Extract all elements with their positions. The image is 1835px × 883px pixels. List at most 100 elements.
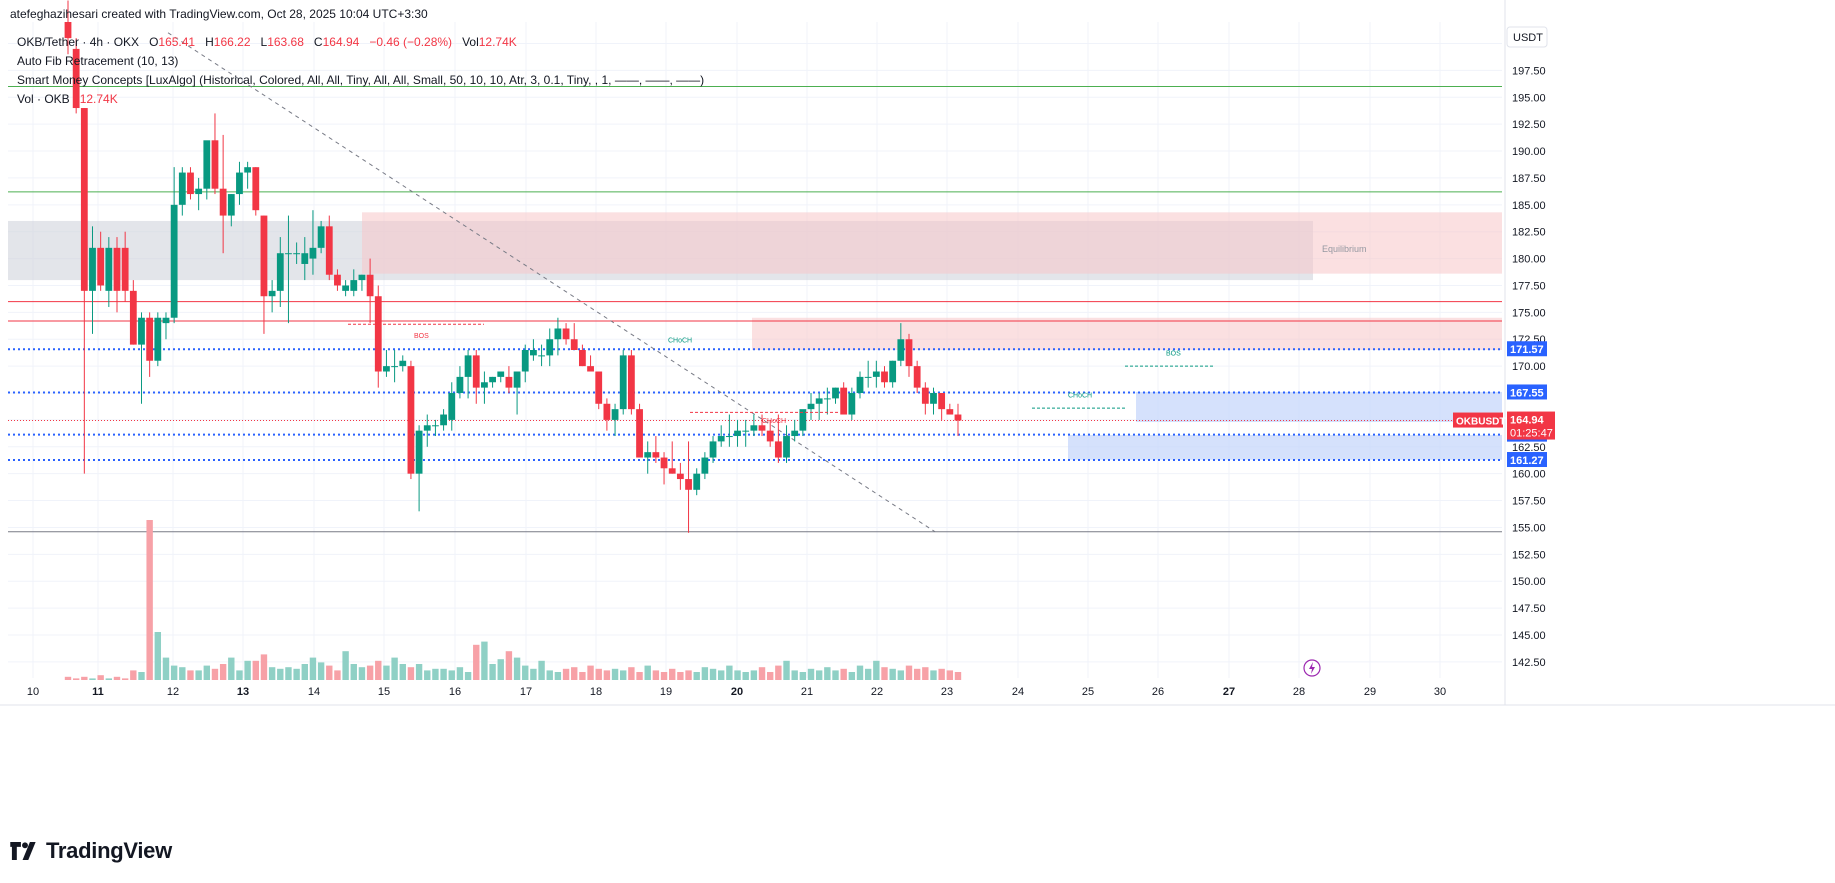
candle-body[interactable] — [668, 468, 676, 474]
candle-body[interactable] — [774, 441, 782, 458]
candle-body[interactable] — [701, 457, 709, 474]
candle-body[interactable] — [432, 425, 439, 427]
candle-body[interactable] — [840, 387, 848, 415]
candle-body[interactable] — [472, 355, 480, 388]
candle-body[interactable] — [464, 355, 472, 377]
candle-body[interactable] — [285, 253, 292, 255]
candle-body[interactable] — [227, 194, 235, 216]
candle-body[interactable] — [219, 188, 227, 216]
candle-body[interactable] — [170, 204, 178, 318]
candle-body[interactable] — [481, 382, 488, 388]
candle-body[interactable] — [64, 22, 72, 39]
indicator-fib[interactable]: Auto Fib Retracement (10, 13) — [17, 54, 179, 68]
candle-body[interactable] — [423, 425, 431, 431]
candle-body[interactable] — [823, 398, 831, 400]
candle-body[interactable] — [89, 247, 96, 291]
candle-body[interactable] — [309, 247, 317, 259]
candle-body[interactable] — [660, 457, 668, 469]
candle-body[interactable] — [489, 376, 496, 383]
candle-body[interactable] — [587, 366, 594, 372]
candle-body[interactable] — [129, 290, 137, 345]
candle-body[interactable] — [570, 339, 578, 350]
candle-body[interactable] — [211, 140, 219, 189]
candle-body[interactable] — [807, 403, 815, 410]
candle-body[interactable] — [921, 387, 929, 404]
candle-body[interactable] — [72, 48, 80, 109]
candle-body[interactable] — [105, 247, 113, 291]
candle-body[interactable] — [293, 253, 301, 255]
candle-body[interactable] — [905, 339, 913, 367]
candle-body[interactable] — [652, 452, 660, 458]
candle-body[interactable] — [80, 108, 88, 291]
candle-body[interactable] — [448, 393, 456, 420]
candle-body[interactable] — [252, 167, 260, 211]
candle-body[interactable] — [685, 479, 692, 490]
candle-body[interactable] — [513, 371, 521, 388]
candle-body[interactable] — [799, 409, 807, 431]
candle-body[interactable] — [578, 350, 586, 367]
candle-body[interactable] — [399, 360, 407, 367]
candle-body[interactable] — [791, 430, 799, 437]
candle-body[interactable] — [301, 253, 309, 264]
candle-body[interactable] — [864, 376, 872, 378]
candle-body[interactable] — [889, 360, 897, 383]
candle-body[interactable] — [121, 247, 129, 291]
candle-body[interactable] — [260, 215, 268, 297]
candle-body[interactable] — [562, 328, 570, 340]
tradingview-logo[interactable]: TradingView — [10, 838, 172, 864]
candle-body[interactable] — [554, 328, 562, 340]
candle-body[interactable] — [676, 473, 684, 480]
candle-body[interactable] — [766, 430, 774, 442]
candle-body[interactable] — [138, 317, 145, 345]
candle-body[interactable] — [538, 355, 545, 357]
candle-body[interactable] — [627, 355, 635, 410]
candle-body[interactable] — [358, 274, 366, 281]
indicator-smc[interactable]: Smart Money Concepts [LuxAlgo] (Historic… — [17, 73, 705, 87]
candle-body[interactable] — [644, 452, 652, 458]
candle-body[interactable] — [709, 441, 717, 458]
candle-body[interactable] — [415, 430, 423, 474]
symbol-row[interactable]: OKB/Tether · 4h · OKX O165.41 H166.22 L1… — [17, 33, 704, 52]
candle-body[interactable] — [725, 436, 733, 438]
candle-body[interactable] — [154, 317, 162, 361]
candle-body[interactable] — [146, 317, 154, 361]
symbol-tag[interactable] — [1453, 412, 1503, 428]
candle-body[interactable] — [603, 403, 611, 420]
candle-body[interactable] — [97, 247, 105, 286]
candle-body[interactable] — [848, 393, 856, 415]
candle-body[interactable] — [456, 376, 464, 394]
candle-body[interactable] — [938, 393, 946, 410]
candle-body[interactable] — [195, 188, 203, 195]
candle-body[interactable] — [407, 366, 415, 474]
candle-body[interactable] — [497, 371, 505, 377]
candle-body[interactable] — [783, 436, 790, 458]
currency-button[interactable] — [1506, 26, 1548, 48]
candle-body[interactable] — [872, 371, 880, 377]
candle-body[interactable] — [187, 172, 194, 195]
candle-body[interactable] — [113, 247, 121, 291]
candle-body[interactable] — [178, 172, 186, 205]
candle-body[interactable] — [913, 366, 921, 388]
candle-body[interactable] — [619, 355, 627, 410]
candle-body[interactable] — [717, 436, 725, 442]
candle-body[interactable] — [391, 366, 398, 368]
candle-body[interactable] — [750, 425, 758, 431]
candle-body[interactable] — [954, 414, 962, 421]
candle-body[interactable] — [530, 350, 537, 356]
candle-body[interactable] — [856, 376, 864, 394]
candle-body[interactable] — [268, 290, 276, 297]
candle-body[interactable] — [374, 296, 382, 372]
currency-label[interactable]: USDT — [1513, 32, 1543, 44]
candle-body[interactable] — [693, 473, 701, 490]
candle-body[interactable] — [244, 167, 252, 173]
candle-body[interactable] — [521, 350, 529, 372]
candle-body[interactable] — [734, 430, 741, 437]
candle-body[interactable] — [276, 253, 284, 291]
candle-body[interactable] — [881, 371, 888, 383]
candle-body[interactable] — [236, 172, 243, 195]
candle-body[interactable] — [815, 398, 823, 404]
candle-body[interactable] — [611, 409, 619, 420]
candle-body[interactable] — [162, 317, 170, 324]
indicator-volume[interactable]: Vol · OKB 12.74K — [17, 90, 704, 109]
